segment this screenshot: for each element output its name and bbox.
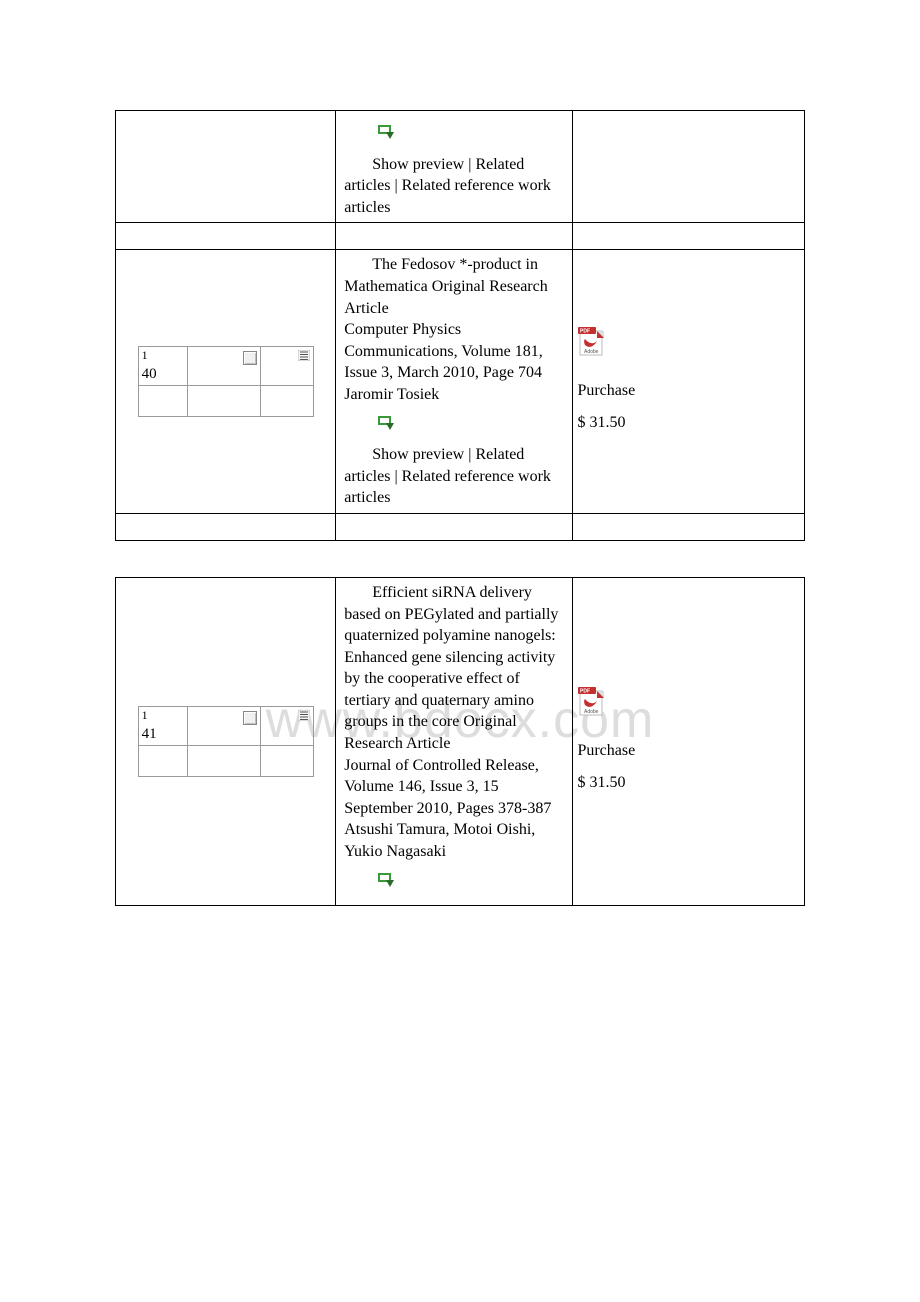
svg-text:Adobe: Adobe: [584, 349, 599, 355]
row-number-sup: 1: [142, 708, 148, 722]
expand-arrow-icon[interactable]: [378, 125, 396, 141]
inner-empty-cell: [261, 746, 314, 777]
purchase-link[interactable]: Purchase: [577, 375, 800, 407]
row-number-sup: 1: [142, 348, 148, 362]
table-row: Show preview | Related articles | Relate…: [116, 111, 805, 223]
list-icon-cell: [261, 707, 314, 746]
spacer-cell: [116, 223, 336, 250]
row-number: 41: [142, 726, 157, 742]
article-cell: Efficient siRNA delivery based on PEGyla…: [336, 577, 573, 905]
svg-text:PDF: PDF: [580, 328, 590, 334]
inner-empty-cell: [187, 746, 260, 777]
checkbox-cell: [187, 707, 260, 746]
spacer-cell: [116, 513, 336, 540]
inner-index-table: 1 40: [138, 346, 314, 417]
article-text: The Fedosov *-product in Mathematica Ori…: [340, 254, 568, 405]
spacer-row: [116, 513, 805, 540]
price-text: $ 31.50: [577, 407, 800, 439]
purchase-cell: PDF Adobe Purchase $ 31.50: [573, 577, 805, 905]
row-number-cell: 1 40: [138, 347, 187, 386]
separator: |: [394, 177, 401, 194]
list-icon-cell: [261, 347, 314, 386]
select-checkbox[interactable]: [243, 351, 257, 365]
article-title[interactable]: Efficient siRNA delivery based on PEGyla…: [344, 584, 558, 860]
article-text: Efficient siRNA delivery based on PEGyla…: [340, 582, 568, 863]
price-text: $ 31.50: [577, 767, 800, 799]
expand-icon-wrap: [340, 416, 568, 439]
spacer-cell: [573, 513, 805, 540]
results-table-1: Show preview | Related articles | Relate…: [115, 110, 805, 541]
table-gap: [115, 541, 805, 577]
page-container: Show preview | Related articles | Relate…: [0, 0, 920, 966]
show-preview-link[interactable]: Show preview: [372, 156, 464, 173]
list-icon[interactable]: [298, 349, 310, 366]
purchase-cell: PDF Adobe Purchase $ 31.50: [573, 250, 805, 514]
article-title[interactable]: The Fedosov *-product in Mathematica Ori…: [344, 256, 547, 403]
show-preview-link[interactable]: Show preview: [372, 446, 464, 463]
checkbox-cell: [187, 347, 260, 386]
svg-text:Adobe: Adobe: [584, 709, 599, 715]
separator: |: [394, 468, 401, 485]
svg-text:PDF: PDF: [580, 688, 590, 694]
expand-icon-wrap: [340, 873, 568, 896]
inner-empty-cell: [261, 386, 314, 417]
list-icon[interactable]: [298, 709, 310, 726]
spacer-cell: [336, 513, 573, 540]
pdf-icon[interactable]: PDF Adobe: [577, 685, 607, 717]
row-number-cell: 1 41: [138, 707, 187, 746]
spacer-cell: [336, 223, 573, 250]
pdf-icon-wrap: PDF Adobe: [577, 325, 800, 369]
purchase-cell-empty: [573, 111, 805, 223]
preview-links: Show preview | Related articles | Relate…: [340, 444, 568, 509]
inner-empty-cell: [187, 386, 260, 417]
article-cell: The Fedosov *-product in Mathematica Ori…: [336, 250, 573, 514]
table-row: 1 41: [116, 577, 805, 905]
article-cell: Show preview | Related articles | Relate…: [336, 111, 573, 223]
spacer-cell: [573, 223, 805, 250]
index-cell-empty: [116, 111, 336, 223]
table-row: 1 40: [116, 250, 805, 514]
select-checkbox[interactable]: [243, 711, 257, 725]
index-cell: 1 41: [116, 577, 336, 905]
inner-empty-cell: [138, 746, 187, 777]
pdf-icon-wrap: PDF Adobe: [577, 685, 800, 729]
preview-links: Show preview | Related articles | Relate…: [340, 154, 568, 219]
row-number: 40: [142, 366, 157, 382]
pdf-icon[interactable]: PDF Adobe: [577, 325, 607, 357]
inner-empty-cell: [138, 386, 187, 417]
expand-icon-wrap: [340, 125, 568, 148]
purchase-link[interactable]: Purchase: [577, 735, 800, 767]
index-cell: 1 40: [116, 250, 336, 514]
results-table-2: 1 41: [115, 577, 805, 906]
inner-index-table: 1 41: [138, 706, 314, 777]
spacer-row: [116, 223, 805, 250]
expand-arrow-icon[interactable]: [378, 873, 396, 889]
expand-arrow-icon[interactable]: [378, 416, 396, 432]
